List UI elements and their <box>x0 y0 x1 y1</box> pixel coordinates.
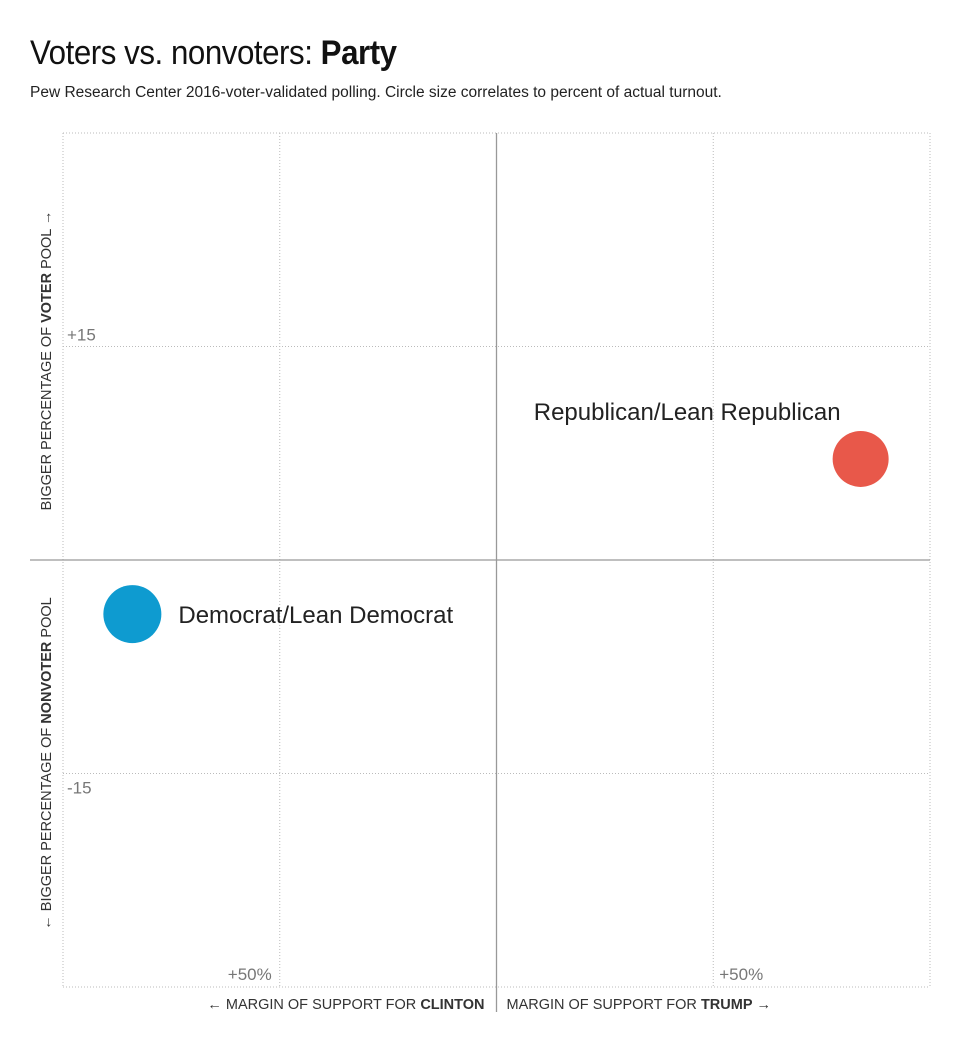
y-tick-label: -15 <box>67 779 92 798</box>
point-label-republican: Republican/Lean Republican <box>534 399 841 426</box>
x-axis-label-clinton: ← MARGIN OF SUPPORT FOR CLINTON <box>207 997 484 1013</box>
point-democrat <box>103 585 162 644</box>
point-label-democrat: Democrat/Lean Democrat <box>178 602 453 629</box>
x-tick-label: +50% <box>228 965 272 984</box>
point-republican <box>832 430 889 487</box>
chart-title: Voters vs. nonvoters: Party <box>30 34 397 72</box>
y-tick-label: +15 <box>67 326 96 345</box>
y-axis-label-nonvoter: ← BIGGER PERCENTAGE OF NONVOTER POOL <box>39 597 55 929</box>
x-axis-label-trump: MARGIN OF SUPPORT FOR TRUMP → <box>507 997 772 1013</box>
y-axis-label-voter: BIGGER PERCENTAGE OF VOTER POOL → <box>39 211 55 511</box>
chart-subtitle: Pew Research Center 2016-voter-validated… <box>30 84 722 101</box>
x-tick-label: +50% <box>719 965 763 984</box>
